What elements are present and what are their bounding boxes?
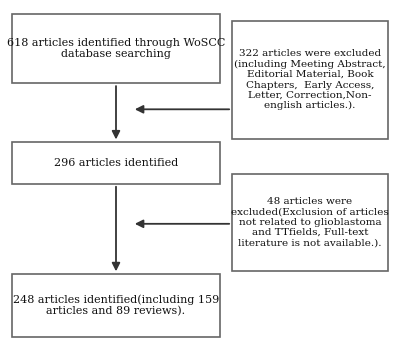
Text: 296 articles identified: 296 articles identified: [54, 158, 178, 168]
Text: 322 articles were excluded
(including Meeting Abstract,
Editorial Material, Book: 322 articles were excluded (including Me…: [234, 49, 386, 110]
FancyBboxPatch shape: [232, 21, 388, 139]
FancyBboxPatch shape: [12, 142, 220, 184]
FancyBboxPatch shape: [12, 14, 220, 83]
FancyBboxPatch shape: [12, 274, 220, 337]
FancyBboxPatch shape: [232, 174, 388, 271]
Text: 618 articles identified through WoSCC
database searching: 618 articles identified through WoSCC da…: [7, 38, 225, 59]
Text: 48 articles were
excluded(Exclusion of articles
not related to glioblastoma
and : 48 articles were excluded(Exclusion of a…: [231, 197, 389, 247]
Text: 248 articles identified(including 159
articles and 89 reviews).: 248 articles identified(including 159 ar…: [13, 294, 219, 316]
